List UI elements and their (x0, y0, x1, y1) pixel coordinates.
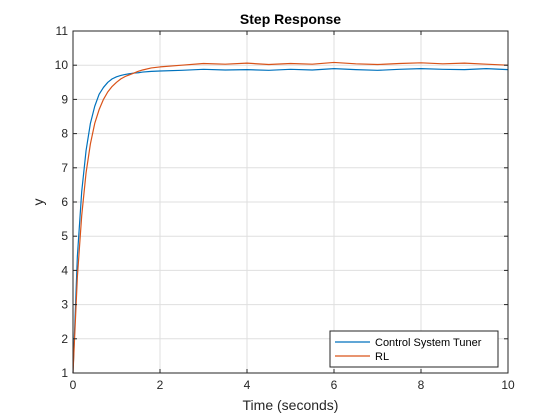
x-tick-label: 8 (418, 378, 425, 392)
y-axis-label: y (30, 199, 46, 206)
x-tick-label: 6 (331, 378, 338, 392)
y-tick-label: 1 (61, 366, 68, 380)
y-tick-label: 7 (61, 161, 68, 175)
legend-box (329, 330, 499, 368)
y-tick-label: 9 (61, 92, 68, 106)
x-tick-label: 2 (157, 378, 164, 392)
y-tick-label: 4 (61, 263, 68, 277)
x-tick-label: 0 (70, 378, 77, 392)
x-tick-label: 10 (501, 378, 515, 392)
y-tick-label: 2 (61, 332, 68, 346)
y-tick-label: 6 (61, 195, 68, 209)
chart-title: Step Response (240, 11, 341, 27)
grid (72, 30, 509, 374)
series-line-control-system-tuner (72, 68, 509, 374)
series-lines (72, 61, 509, 374)
y-tick-label: 11 (56, 24, 69, 38)
y-tick-label: 3 (61, 298, 68, 312)
series-line-rl (72, 61, 509, 374)
legend-label-rl: RL (375, 351, 389, 363)
y-tick-label: 10 (55, 58, 69, 72)
legend: Control System Tuner RL (329, 330, 499, 368)
x-axis-label: Time (seconds) (243, 397, 339, 413)
legend-label-control-system-tuner: Control System Tuner (375, 337, 482, 349)
y-tick-label: 5 (61, 229, 68, 243)
y-tick-label: 8 (61, 127, 68, 141)
x-tick-label: 4 (244, 378, 251, 392)
